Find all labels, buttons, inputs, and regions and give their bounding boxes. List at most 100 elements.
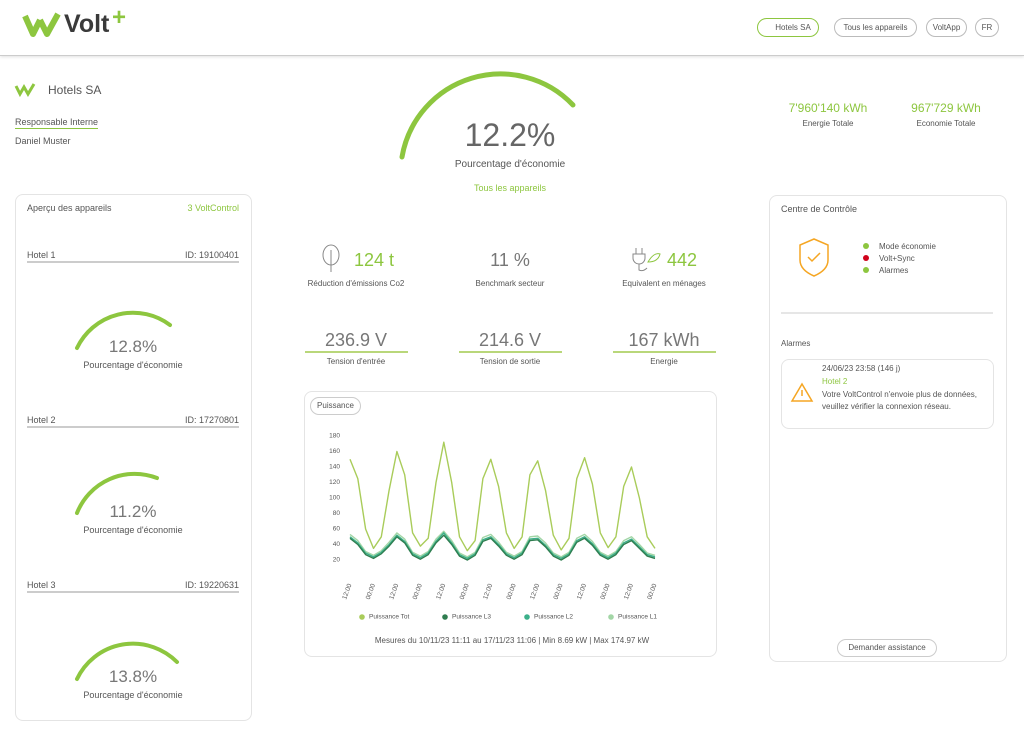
series-line (349, 534, 656, 561)
y-tick-label: 180 (329, 433, 340, 440)
plug-icon (632, 248, 661, 272)
device-name: Hotel 3 (27, 580, 56, 590)
device-gauge-label: Pourcentage d'économie (83, 690, 183, 700)
x-tick-label: 00:00 (553, 583, 565, 601)
x-tick-label: 12:00 (435, 583, 447, 601)
card-title: Aperçu des appareils (27, 203, 112, 213)
x-tick-label: 00:00 (365, 583, 377, 601)
alarm-date: 24/06/23 23:58 (146 j) (822, 364, 901, 373)
card-title: Centre de Contrôle (781, 204, 858, 214)
devices-card (15, 194, 252, 721)
x-tick-label: 12:00 (623, 583, 635, 601)
stat-label: Réduction d'émissions Co2 (307, 279, 405, 288)
y-tick-label: 120 (329, 479, 340, 486)
alarm-card (781, 359, 994, 429)
nav-button[interactable]: FR (975, 18, 999, 37)
y-tick-label: 100 (329, 495, 340, 502)
x-tick-label: 00:00 (459, 583, 471, 601)
main-gauge-arc (399, 71, 576, 160)
device-gauge-arc (75, 310, 172, 350)
legend-label: Puissance L1 (618, 614, 657, 621)
total-value: 7'960'140 kWh (788, 101, 868, 115)
stat-label: Benchmark secteur (475, 279, 545, 288)
nav-button[interactable]: Tous les appareils (834, 18, 917, 37)
x-tick-label: 12:00 (576, 583, 588, 601)
status-label: Mode économie (879, 242, 936, 251)
device-gauge-label: Pourcentage d'économie (83, 525, 183, 535)
status-label: Alarmes (879, 266, 909, 275)
legend-marker (524, 614, 530, 620)
y-tick-label: 20 (333, 557, 341, 564)
series-line (349, 530, 656, 558)
power-chart: 20 40 60 80 100 120 140 160 180 12:00 00:00 12:00 00… (329, 433, 658, 621)
device-id: ID: 19100401 (184, 250, 239, 260)
person: Daniel Muster (15, 136, 71, 146)
measure-label: Tension de sortie (479, 357, 541, 366)
legend-label: Puissance Tot (369, 614, 410, 621)
logo: Volt (64, 10, 110, 38)
device-gauge-value: 11.2% (109, 502, 157, 521)
alarm-device: Hotel 2 (822, 377, 848, 386)
measure-value: 236.9 V (324, 330, 388, 350)
device-name: Hotel 2 (27, 415, 56, 425)
legend-label: Puissance L3 (452, 614, 491, 621)
x-tick-label: 12:00 (388, 583, 400, 601)
device-count: 3 VoltControl (187, 203, 239, 213)
x-tick-label: 00:00 (599, 583, 611, 601)
shield-icon (799, 238, 829, 277)
control-card (769, 195, 1007, 662)
company-name: Hotels SA (48, 83, 102, 97)
x-tick-label: 00:00 (412, 583, 424, 601)
chart-footer: Mesures du 10/11/23 11:11 au 17/11/23 11… (374, 636, 650, 645)
header-bar (0, 0, 1024, 56)
legend-marker (608, 614, 614, 620)
status-dot (863, 267, 869, 273)
device-gauge-value: 13.8% (108, 667, 158, 686)
stat-value: 11 % (490, 250, 530, 270)
nav-button[interactable]: Hotels SA (757, 18, 819, 37)
measure-label: Energie (650, 357, 678, 366)
stat-value: 124 t (353, 250, 395, 270)
y-tick-label: 80 (333, 510, 341, 517)
device-gauge-label: Pourcentage d'économie (83, 360, 183, 370)
total-label: Energie Totale (802, 119, 854, 128)
chart-tab[interactable]: Puissance (310, 397, 361, 415)
assistance-button[interactable]: Demander assistance (837, 639, 937, 657)
device-name: Hotel 1 (27, 250, 56, 260)
y-tick-label: 60 (333, 526, 341, 533)
device-gauge-arc (75, 471, 159, 515)
device-id: ID: 19220631 (184, 580, 239, 590)
x-tick-label: 12:00 (341, 583, 353, 601)
total-value: 967'729 kWh (911, 101, 981, 115)
total-label: Economie Totale (916, 119, 976, 128)
logo-plus: + (112, 4, 127, 31)
logo-icon (22, 12, 61, 37)
company-icon (14, 83, 36, 98)
measure-value: 167 kWh (628, 330, 700, 350)
legend-label: Puissance L2 (534, 614, 573, 621)
x-tick-label: 12:00 (482, 583, 494, 601)
measure-label: Tension d'entrée (326, 357, 386, 366)
alarms-title: Alarmes (781, 339, 811, 348)
y-tick-label: 140 (329, 464, 340, 471)
y-tick-label: 40 (333, 541, 341, 548)
x-tick-label: 00:00 (506, 583, 518, 601)
stat-value: 442 (666, 250, 698, 270)
device-gauge-arc (75, 641, 179, 681)
device-gauge-value: 12.8% (108, 337, 158, 356)
series-line (349, 441, 656, 552)
measure-value: 214.6 V (478, 330, 542, 350)
status-dot (863, 243, 869, 249)
series-line (349, 532, 656, 560)
chart-card (304, 391, 717, 657)
main-gauge-value: 12.2% (464, 117, 556, 153)
y-tick-label: 160 (329, 448, 340, 455)
nav-button[interactable]: VoltApp (926, 18, 967, 37)
stat-label: Equivalent en ménages (622, 279, 706, 288)
device-id: ID: 17270801 (184, 415, 239, 425)
legend-marker (359, 614, 365, 620)
all-devices-link[interactable]: Tous les appareils (473, 183, 547, 193)
status-dot (863, 255, 869, 261)
